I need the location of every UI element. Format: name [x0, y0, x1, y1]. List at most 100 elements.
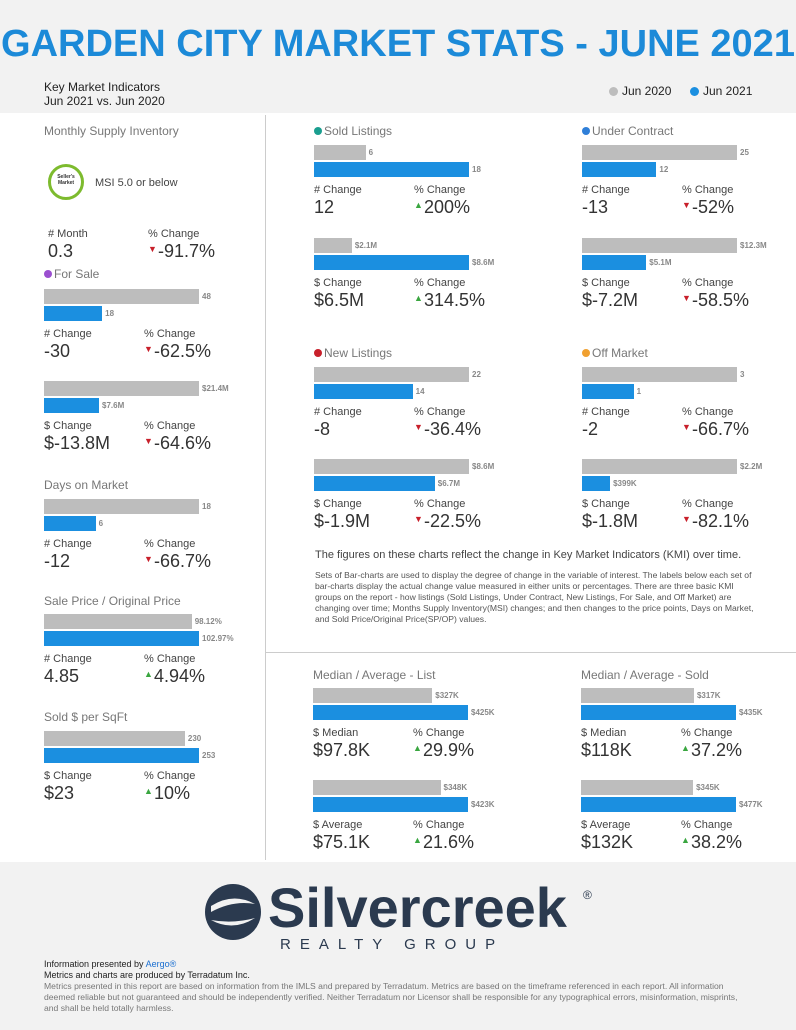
explanation-heading: The figures on these charts reflect the …	[315, 549, 742, 561]
stat-value: -64.6%	[154, 433, 212, 453]
panel-title: Sold $ per SqFt	[44, 710, 128, 724]
footer-band	[0, 862, 796, 1030]
bar	[582, 367, 737, 382]
bar	[314, 145, 366, 160]
bar	[314, 476, 435, 491]
explanation-body: Sets of Bar-charts are used to display t…	[315, 570, 754, 624]
stat-label: % Change	[144, 538, 196, 550]
stat-value: -91.7%	[158, 241, 216, 261]
bar-label: $348K	[443, 783, 468, 792]
stat-value: $118K	[581, 740, 632, 760]
stat-value: $97.8K	[313, 740, 371, 760]
panel-title: Median / Average - List	[313, 668, 436, 682]
bar	[44, 499, 199, 514]
stat-value: 10%	[154, 783, 191, 803]
bar-label: $327K	[435, 691, 459, 700]
stat-label: % Change	[144, 770, 196, 782]
bar	[582, 459, 737, 474]
bar-label: 25	[740, 148, 749, 157]
stat-value: -13	[582, 197, 609, 217]
bar-label: 230	[187, 734, 202, 743]
stat-value: -66.7%	[154, 551, 212, 571]
panel-title: Sale Price / Original Price	[44, 594, 181, 608]
stat-label: % Change	[413, 727, 465, 739]
bar-label: 253	[202, 751, 216, 760]
stat-value: -12	[44, 551, 71, 571]
stat-value: 0.3	[48, 241, 74, 261]
stat-value: -36.4%	[424, 419, 482, 439]
bar-label: $423K	[471, 800, 495, 809]
stat-value: 200%	[424, 197, 471, 217]
stat-label: % Change	[682, 498, 734, 510]
bar-label: $7.6M	[102, 401, 125, 410]
logo-text: Silvercreek	[268, 876, 567, 939]
panel-dot	[582, 349, 590, 357]
bar	[44, 306, 103, 321]
change-arrow: ▲	[414, 293, 423, 303]
change-arrow: ▼	[682, 514, 691, 524]
stat-value: -82.1%	[692, 511, 750, 531]
bar-label: $6.7M	[437, 479, 460, 488]
bar	[581, 797, 736, 812]
top-band	[0, 0, 796, 113]
note: MSI 5.0 or below	[95, 177, 178, 189]
bar-label: $425K	[471, 708, 495, 717]
panel-dot	[314, 127, 322, 135]
panel-title: Days on Market	[44, 478, 129, 492]
stat-label: # Change	[44, 328, 92, 340]
stat-label: # Month	[48, 228, 88, 240]
change-arrow: ▼	[682, 422, 691, 432]
bar	[582, 145, 737, 160]
stat-value: 38.2%	[691, 832, 743, 852]
stat-label: # Change	[314, 184, 362, 196]
stat-label: $ Change	[44, 770, 92, 782]
legend-label: Jun 2021	[703, 84, 753, 98]
divider	[265, 115, 266, 860]
period: Jun 2021 vs. Jun 2020	[44, 94, 165, 108]
stat-value: -58.5%	[692, 290, 750, 310]
stat-value: $-1.9M	[314, 511, 371, 531]
stat-value: $132K	[581, 832, 634, 852]
panel-dot	[44, 270, 52, 278]
change-arrow: ▼	[144, 344, 153, 354]
change-arrow: ▼	[414, 514, 423, 524]
bar-label: $5.1M	[649, 258, 672, 267]
bar-label: $12.3M	[740, 241, 767, 250]
stat-value: -30	[44, 341, 71, 361]
stat-label: % Change	[414, 498, 466, 510]
bar-label: 14	[415, 387, 425, 396]
change-arrow: ▼	[148, 244, 157, 254]
stat-value: 12	[314, 197, 335, 217]
stat-value: 37.2%	[691, 740, 743, 760]
bar	[313, 797, 468, 812]
panel-title: Monthly Supply Inventory	[44, 124, 179, 138]
bar	[582, 384, 634, 399]
bar	[582, 238, 737, 253]
presented-prefix: Information presented by	[44, 959, 144, 969]
stat-label: % Change	[148, 228, 200, 240]
bar	[313, 705, 468, 720]
stat-value: $75.1K	[313, 832, 371, 852]
logo-registered: ®	[583, 888, 592, 902]
panel-title: Sold Listings	[324, 124, 393, 138]
stat-label: # Change	[314, 406, 362, 418]
stat-label: % Change	[144, 420, 196, 432]
stat-label: % Change	[414, 184, 466, 196]
stat-value: 29.9%	[423, 740, 475, 760]
panel-title: Median / Average - Sold	[581, 668, 709, 682]
presented: Information presented by Aergo®	[44, 959, 176, 969]
stat-value: -52%	[692, 197, 735, 217]
badge	[48, 164, 84, 200]
change-arrow: ▼	[144, 554, 153, 564]
stat-value: $-1.8M	[582, 511, 639, 531]
stat-value: 4.85	[44, 666, 80, 686]
bar	[314, 162, 469, 177]
bar-label: 3	[740, 370, 745, 379]
bar-label: 6	[98, 519, 104, 528]
change-arrow: ▼	[144, 436, 153, 446]
change-arrow: ▼	[682, 200, 691, 210]
stat-label: # Change	[582, 406, 630, 418]
bar-label: 18	[472, 165, 481, 174]
panel-dot	[582, 127, 590, 135]
bar	[314, 384, 413, 399]
